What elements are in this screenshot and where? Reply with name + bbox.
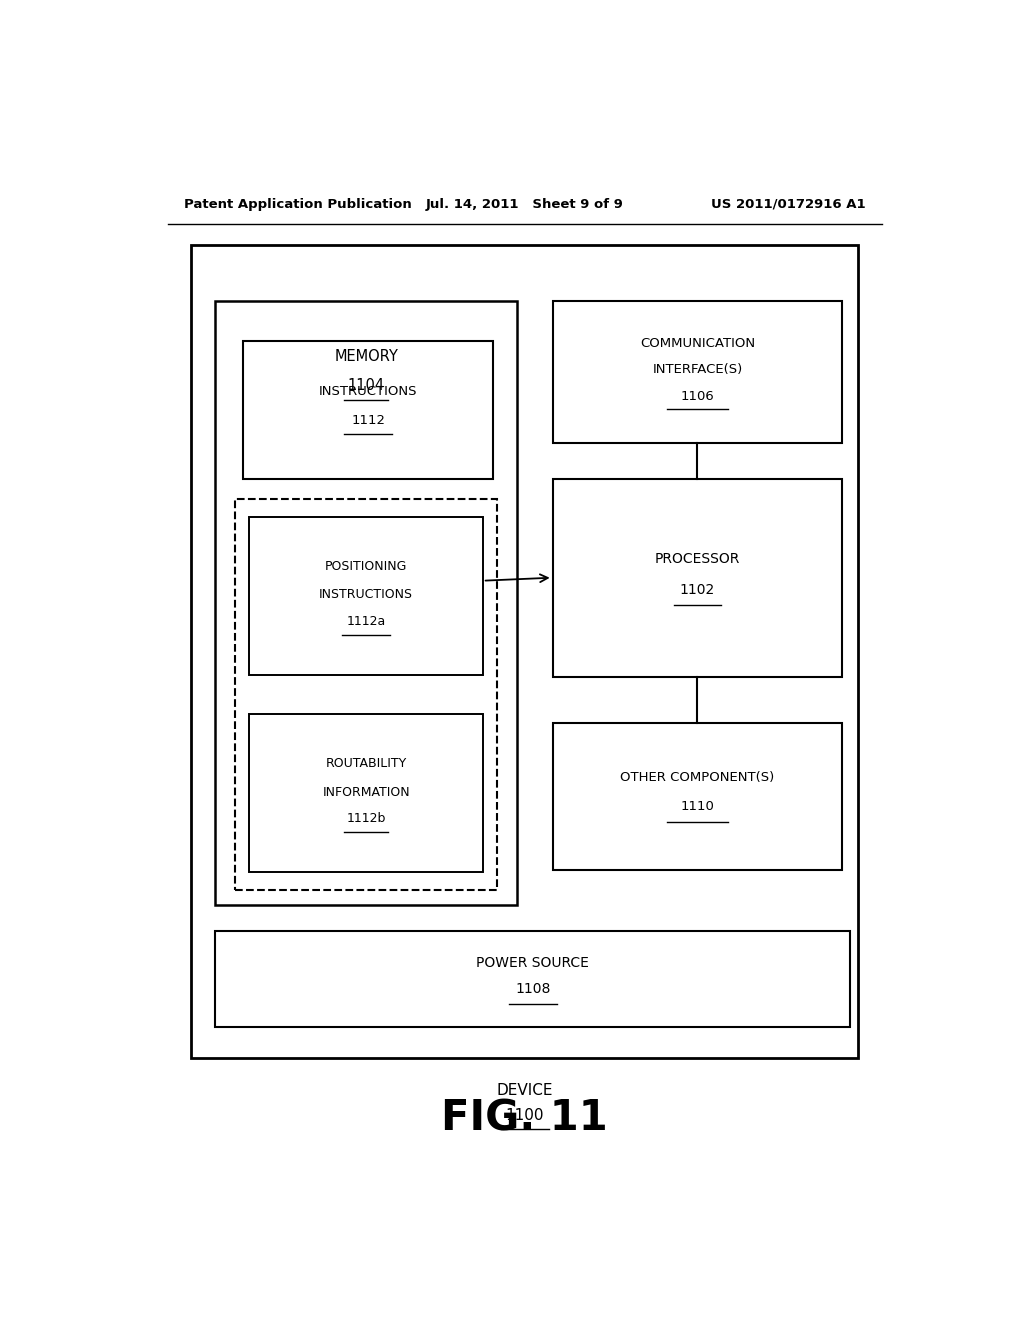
Bar: [553, 722, 842, 870]
Bar: [553, 479, 842, 677]
Text: POSITIONING: POSITIONING: [325, 560, 408, 573]
Text: 1102: 1102: [680, 583, 715, 597]
Text: Patent Application Publication: Patent Application Publication: [183, 198, 412, 211]
Text: INSTRUCTIONS: INSTRUCTIONS: [319, 589, 413, 602]
Text: INFORMATION: INFORMATION: [323, 785, 410, 799]
Bar: [215, 931, 850, 1027]
Bar: [553, 301, 842, 444]
Text: 1112a: 1112a: [346, 615, 386, 628]
Bar: [250, 714, 482, 873]
Bar: [243, 342, 493, 479]
Bar: [236, 499, 497, 890]
Text: POWER SOURCE: POWER SOURCE: [476, 956, 589, 970]
Text: DEVICE: DEVICE: [497, 1082, 553, 1098]
Text: Jul. 14, 2011   Sheet 9 of 9: Jul. 14, 2011 Sheet 9 of 9: [426, 198, 624, 211]
Text: FIG. 11: FIG. 11: [441, 1098, 608, 1140]
Text: COMMUNICATION: COMMUNICATION: [640, 337, 755, 350]
Text: PROCESSOR: PROCESSOR: [654, 552, 740, 566]
Text: MEMORY: MEMORY: [334, 348, 398, 364]
Bar: [191, 244, 858, 1057]
Text: 1100: 1100: [506, 1109, 544, 1123]
Text: 1112: 1112: [351, 413, 385, 426]
Bar: [250, 517, 482, 675]
Text: 1106: 1106: [681, 389, 715, 403]
Text: INTERFACE(S): INTERFACE(S): [652, 363, 742, 376]
Text: US 2011/0172916 A1: US 2011/0172916 A1: [712, 198, 866, 211]
Text: 1110: 1110: [681, 800, 715, 813]
Text: OTHER COMPONENT(S): OTHER COMPONENT(S): [621, 771, 774, 784]
Text: 1108: 1108: [515, 982, 551, 997]
Text: ROUTABILITY: ROUTABILITY: [326, 758, 407, 770]
Text: 1104: 1104: [347, 378, 385, 392]
Text: 1112b: 1112b: [346, 812, 386, 825]
Bar: [215, 301, 517, 906]
Text: INSTRUCTIONS: INSTRUCTIONS: [318, 385, 418, 399]
